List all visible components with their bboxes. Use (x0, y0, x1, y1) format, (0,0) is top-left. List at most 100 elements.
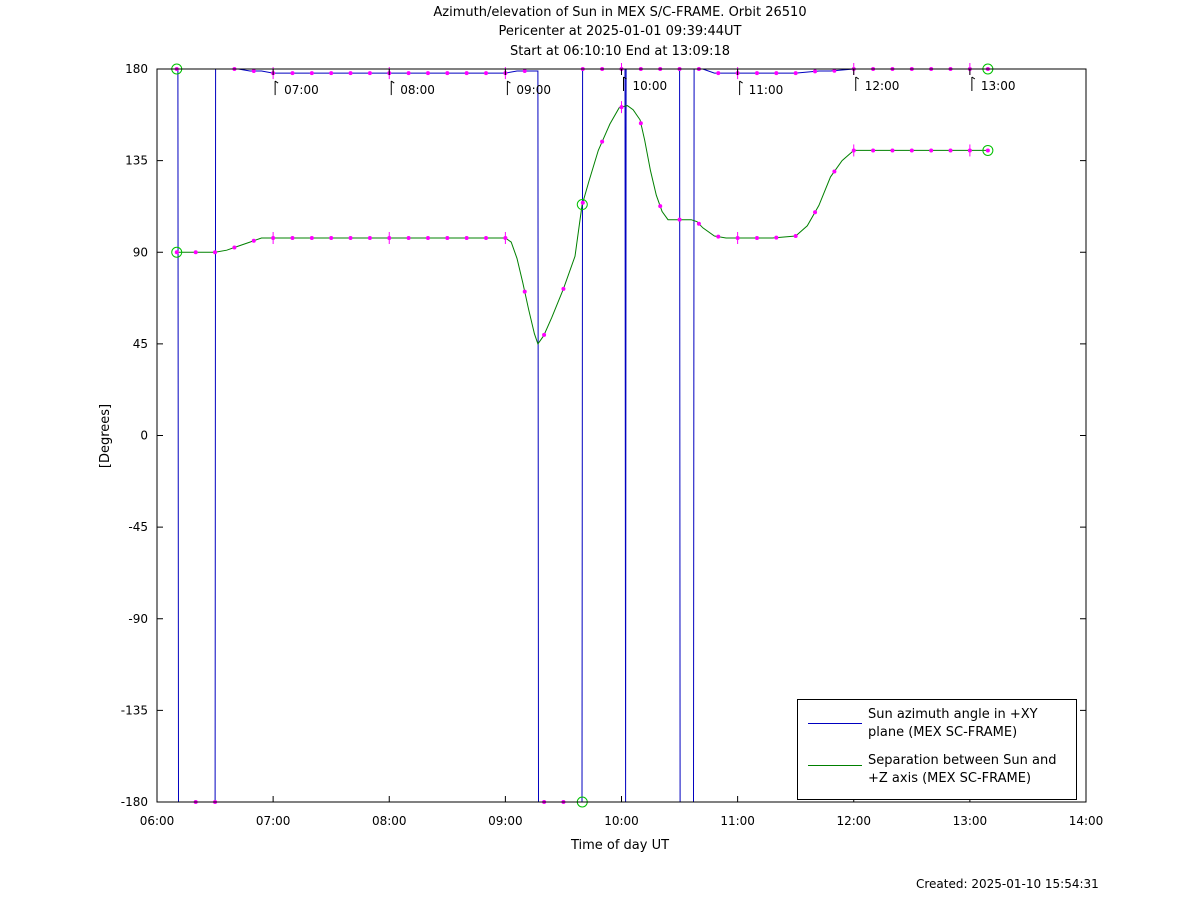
hour-annotation-arrow (971, 76, 976, 80)
marker-point-separation (929, 148, 934, 153)
end-marker-separation (982, 144, 994, 156)
marker-point-separation (580, 200, 585, 205)
y-tick-label: 0 (140, 429, 148, 443)
marker-point-separation (793, 233, 798, 238)
start-marker-separation (171, 246, 183, 258)
marker-point-separation (445, 235, 450, 240)
marker-point-azimuth (329, 71, 334, 76)
marker-point-separation (561, 286, 566, 291)
marker-point-separation (193, 250, 198, 255)
legend-swatch-separation (808, 765, 862, 766)
hour-annotation-arrow (390, 80, 395, 84)
x-tick-label: 10:00 (604, 814, 639, 828)
marker-point-azimuth (425, 71, 430, 76)
marker-point-separation (542, 332, 547, 337)
marker-point-azimuth (445, 71, 450, 76)
marker-point-azimuth (813, 69, 818, 74)
y-tick-label: 135 (125, 154, 148, 168)
marker-point-separation (658, 204, 663, 209)
marker-point-separation (696, 221, 701, 226)
y-tick-label: -135 (121, 703, 148, 717)
x-tick-label: 09:00 (488, 814, 523, 828)
hour-annotation-arrow (507, 80, 511, 84)
hour-annotation-label: 07:00 (284, 83, 319, 97)
marker-point-separation (677, 217, 682, 222)
endpoint-dot-separation (174, 250, 179, 255)
marker-point-separation (522, 289, 527, 294)
legend-label-separation-line2: +Z axis (MEX SC-FRAME) (868, 771, 1032, 786)
marker-point-separation (406, 235, 411, 240)
hour-annotation-arrow (739, 80, 743, 84)
x-tick-label: 13:00 (953, 814, 988, 828)
marker-point-azimuth (290, 71, 295, 76)
y-tick-label: 45 (133, 337, 148, 351)
marker-layer (171, 63, 994, 808)
endpoint-dot-separation (985, 148, 990, 153)
marker-point-azimuth (406, 71, 411, 76)
hour-annotation-label: 08:00 (400, 83, 435, 97)
marker-point-azimuth (793, 71, 798, 76)
marker-point-azimuth (309, 71, 314, 76)
marker-point-separation (716, 234, 721, 239)
legend-swatch-azimuth (808, 723, 862, 724)
marker-point-azimuth (367, 71, 372, 76)
created-timestamp: Created: 2025-01-10 15:54:31 (916, 877, 1099, 891)
marker-point-separation (813, 210, 818, 215)
marker-point-separation (774, 235, 779, 240)
hour-annotation-arrow (855, 76, 860, 80)
marker-point-separation (600, 139, 605, 144)
hour-annotation-label: 13:00 (981, 79, 1016, 93)
marker-point-azimuth (348, 71, 353, 76)
hour-annotation-arrow (274, 80, 279, 84)
marker-point-separation (348, 235, 353, 240)
marker-point-separation (832, 169, 837, 174)
marker-point-separation (948, 148, 953, 153)
marker-point-azimuth (484, 71, 489, 76)
marker-point-azimuth (754, 71, 759, 76)
legend-label-azimuth: Sun azimuth angle in +XY plane (MEX SC-F… (868, 706, 1068, 742)
marker-point-separation (329, 235, 334, 240)
legend-label-azimuth-line2: plane (MEX SC-FRAME) (868, 725, 1018, 740)
axis-layer: 06:00 07:00 08:00 09:00 10:00 11:00 12:00 13:00… (121, 62, 1104, 828)
marker-point-separation (213, 250, 218, 255)
y-tick-label: -180 (121, 795, 148, 809)
legend-label-separation-line1: Separation between Sun and (868, 753, 1057, 768)
y-axis-label: [Degrees] (98, 404, 113, 468)
hour-annotation-label: 11:00 (749, 83, 784, 97)
hour-annotation-layer: 07:00 08:00 09:00 10:00 11:00 12:00 13:00 (274, 76, 1016, 97)
series-line-azimuth (176, 68, 988, 803)
marker-point-separation (638, 121, 643, 126)
marker-point-separation (484, 235, 489, 240)
x-tick-label: 07:00 (256, 814, 291, 828)
y-tick-label: 180 (125, 62, 148, 76)
hour-annotation-label: 12:00 (865, 79, 900, 93)
hour-annotation-label: 09:00 (516, 83, 551, 97)
legend: Sun azimuth angle in +XY plane (MEX SC-F… (797, 699, 1077, 800)
plot-frame (156, 68, 1087, 803)
marker-point-separation (251, 238, 256, 243)
y-tick-label: 90 (133, 245, 148, 259)
marker-point-separation (871, 148, 876, 153)
marker-point-azimuth (716, 71, 721, 76)
marker-point-azimuth (464, 71, 469, 76)
marker-point-separation (290, 235, 295, 240)
marker-point-separation (309, 235, 314, 240)
series-layer (176, 68, 988, 803)
marker-point-azimuth (832, 68, 837, 73)
hour-annotation-label: 10:00 (633, 79, 668, 93)
y-tick-label: -45 (128, 520, 148, 534)
marker-point-separation (754, 235, 759, 240)
legend-item-separation: Separation between Sun and +Z axis (MEX … (798, 752, 1076, 798)
hour-annotation-arrow (623, 76, 627, 80)
x-axis-label: Time of day UT (570, 838, 669, 853)
x-tick-label: 11:00 (720, 814, 755, 828)
marker-point-separation (367, 235, 372, 240)
chart-subtitle-range: Start at 06:10:10 End at 13:09:18 (509, 44, 731, 59)
marker-point-separation (425, 235, 430, 240)
chart-subtitle-pericenter: Pericenter at 2025-01-01 09:39:44UT (498, 24, 742, 39)
x-tick-label: 14:00 (1069, 814, 1104, 828)
legend-item-azimuth: Sun azimuth angle in +XY plane (MEX SC-F… (798, 706, 1076, 752)
marker-point-separation (464, 235, 469, 240)
x-tick-label: 08:00 (372, 814, 407, 828)
